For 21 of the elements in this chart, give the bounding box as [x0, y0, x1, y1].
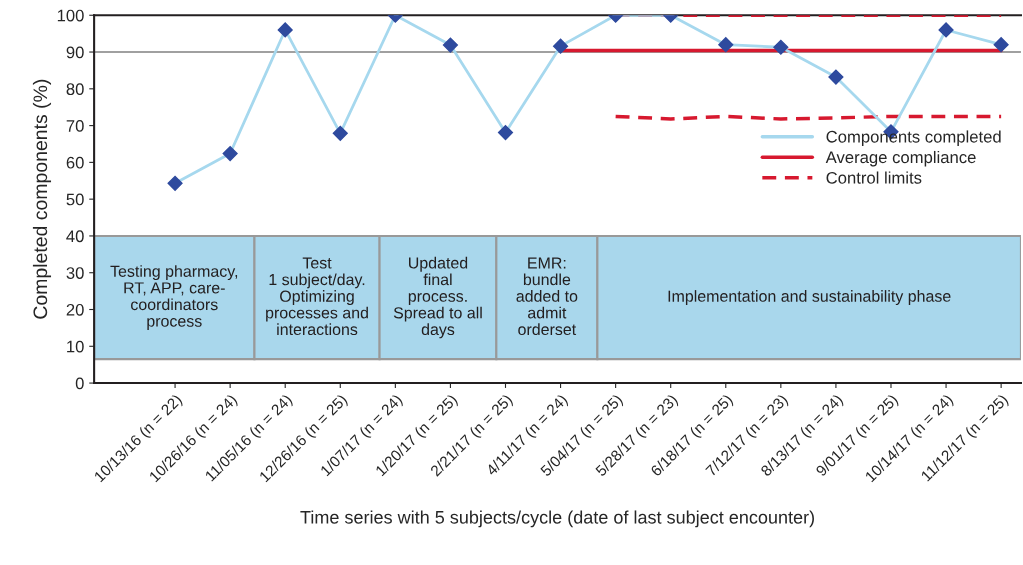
- annotation: Updated final process. Spread to all days: [393, 256, 482, 339]
- y-tick-label: 70: [66, 120, 84, 132]
- y-tick-label: 40: [66, 230, 84, 243]
- y-tick-label: 0: [75, 377, 84, 390]
- y-tick-label: 80: [66, 83, 84, 96]
- annotation: Implementation and sustainability phase: [668, 290, 951, 305]
- legend-label: Components completed: [826, 130, 1001, 146]
- annotation: EMR: bundle added to admit orderset: [516, 257, 578, 336]
- y-tick-label: 20: [66, 303, 84, 316]
- y-tick-label: 60: [66, 156, 84, 169]
- y-tick-label: 50: [66, 193, 84, 206]
- y-tick-label: 90: [66, 46, 84, 59]
- annotation: Test 1 subject/day. Optimizing processes and interactions: [266, 257, 368, 336]
- y-axis-title: Completed components (%): [32, 79, 52, 319]
- legend-label: Control limits: [826, 171, 922, 184]
- y-tick-label: 10: [67, 340, 84, 353]
- legend-label: Average compliance: [825, 150, 976, 167]
- annotation: Testing pharmacy, RT, APP, care- coordinators process: [110, 265, 238, 330]
- x-axis-title: Time series with 5 subjects/cycle (date of last subject encounter): [300, 510, 814, 528]
- y-tick-label: 100: [57, 9, 84, 22]
- y-tick-label: 30: [66, 267, 84, 279]
